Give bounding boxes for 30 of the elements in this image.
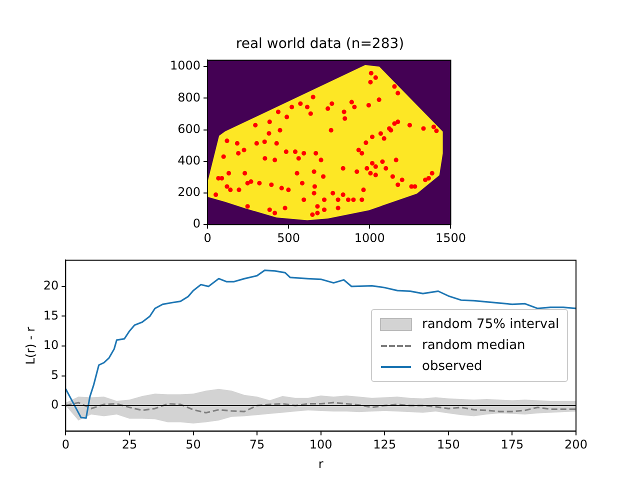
x-tick-label: 500 xyxy=(277,230,300,245)
y-tick-label: 1000 xyxy=(170,58,201,73)
x-tick-label: 1500 xyxy=(435,230,466,245)
legend-label: observed xyxy=(422,359,482,374)
x-tick-label: 125 xyxy=(373,438,396,452)
y-tick-label: 0 xyxy=(51,398,59,412)
x-tick-label: 50 xyxy=(186,438,201,452)
x-tick-label: 75 xyxy=(249,438,265,452)
y-tick-label: 10 xyxy=(43,338,59,352)
y-tick-label: 800 xyxy=(178,90,201,104)
y-tick-label: 200 xyxy=(178,185,201,200)
x-tick-label: 100 xyxy=(309,438,332,452)
y-tick-label: 0 xyxy=(192,216,201,231)
legend-label: random 75% interval xyxy=(422,317,560,332)
x-tick-label: 200 xyxy=(564,438,588,452)
y-axis-title: L(r) - r xyxy=(23,326,38,365)
x-tick-label: 0 xyxy=(62,438,70,452)
x-tick-label: 25 xyxy=(122,438,138,452)
chart-title: real world data (n=283) xyxy=(234,36,406,52)
x-tick-label: 175 xyxy=(500,438,524,452)
x-axis-title: r xyxy=(318,456,324,471)
x-tick-label: 150 xyxy=(436,438,460,452)
y-tick-label: 600 xyxy=(178,122,201,136)
y-tick-label: 20 xyxy=(43,278,59,293)
y-tick-label: 5 xyxy=(51,368,59,382)
y-tick-label: 15 xyxy=(43,308,59,322)
x-tick-label: 0 xyxy=(204,230,212,245)
y-tick-label: 400 xyxy=(178,153,201,168)
legend-label: random median xyxy=(422,338,526,354)
x-tick-label: 1000 xyxy=(354,230,385,245)
